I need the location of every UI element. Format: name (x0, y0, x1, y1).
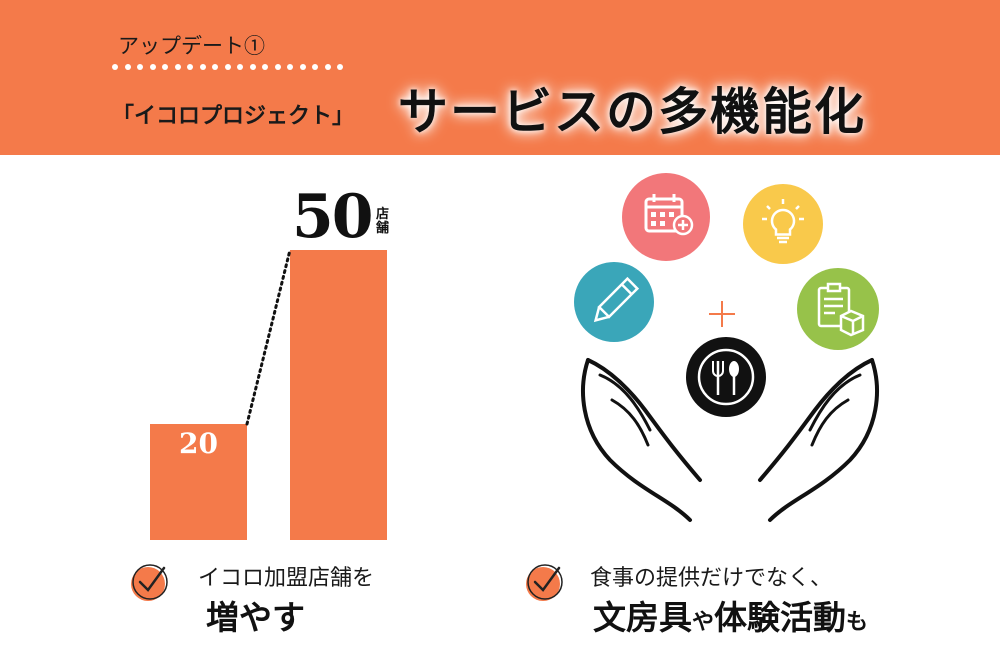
plate-circle (686, 337, 766, 417)
divider-dot (124, 64, 131, 70)
right-caption-line2: 文房具や体験活動も (593, 591, 868, 639)
lightbulb-icon (762, 199, 804, 244)
left-caption-line2: 増やす (206, 598, 305, 637)
checkmark-icon (131, 564, 168, 601)
data-label-2: 50 (292, 182, 373, 252)
divider-dot (312, 64, 318, 70)
caption-particle: や (692, 609, 715, 635)
caption-particle-mo: も (846, 609, 869, 635)
divider-dot (287, 64, 293, 70)
calendar-icon (644, 194, 694, 236)
divider-dot (149, 64, 156, 70)
divider-dot (337, 64, 343, 70)
header-banner (0, 0, 1000, 155)
divider-dot (137, 64, 143, 70)
divider-dot (174, 64, 181, 70)
pencil-circle (574, 262, 654, 342)
divider-dot (299, 64, 306, 70)
divider-dot (187, 64, 193, 70)
plate-fork-spoon-icon (697, 348, 755, 406)
checkmark-icon (526, 564, 563, 601)
update-label: アップデート① (118, 34, 265, 58)
divider-dot (324, 64, 331, 70)
bar-2 (290, 250, 387, 540)
calendar-circle (622, 173, 710, 261)
divider-dot (212, 64, 218, 70)
clipboard-box-icon (817, 282, 865, 337)
unit-label: 店舗 (376, 207, 390, 236)
data-label-1: 20 (179, 427, 218, 460)
connector-line (245, 248, 292, 426)
right-caption-line1: 食事の提供だけでなく、 (590, 566, 833, 591)
project-name: 「イコロプロジェクト」 (112, 103, 355, 129)
clipboard-circle (797, 268, 879, 350)
divider-dot (237, 64, 243, 70)
page-title: サービスの多機能化 (398, 82, 866, 141)
caption-word-stationery: 文房具 (593, 598, 692, 637)
lightbulb-circle (743, 184, 823, 264)
divider-dot (262, 64, 268, 70)
caption-word-activities: 体験活動 (714, 598, 847, 637)
divider-dot (224, 64, 231, 70)
divider-dot (249, 64, 256, 70)
divider-dot (112, 64, 118, 70)
pencil-icon (593, 276, 640, 323)
divider-dot (274, 64, 281, 70)
divider-dot (199, 64, 206, 70)
bar-1 (150, 424, 247, 540)
open-hands-icon (581, 358, 879, 522)
plus-icon (709, 301, 735, 327)
left-caption-line1: イコロ加盟店舗を (198, 566, 375, 591)
divider-dot (162, 64, 168, 70)
